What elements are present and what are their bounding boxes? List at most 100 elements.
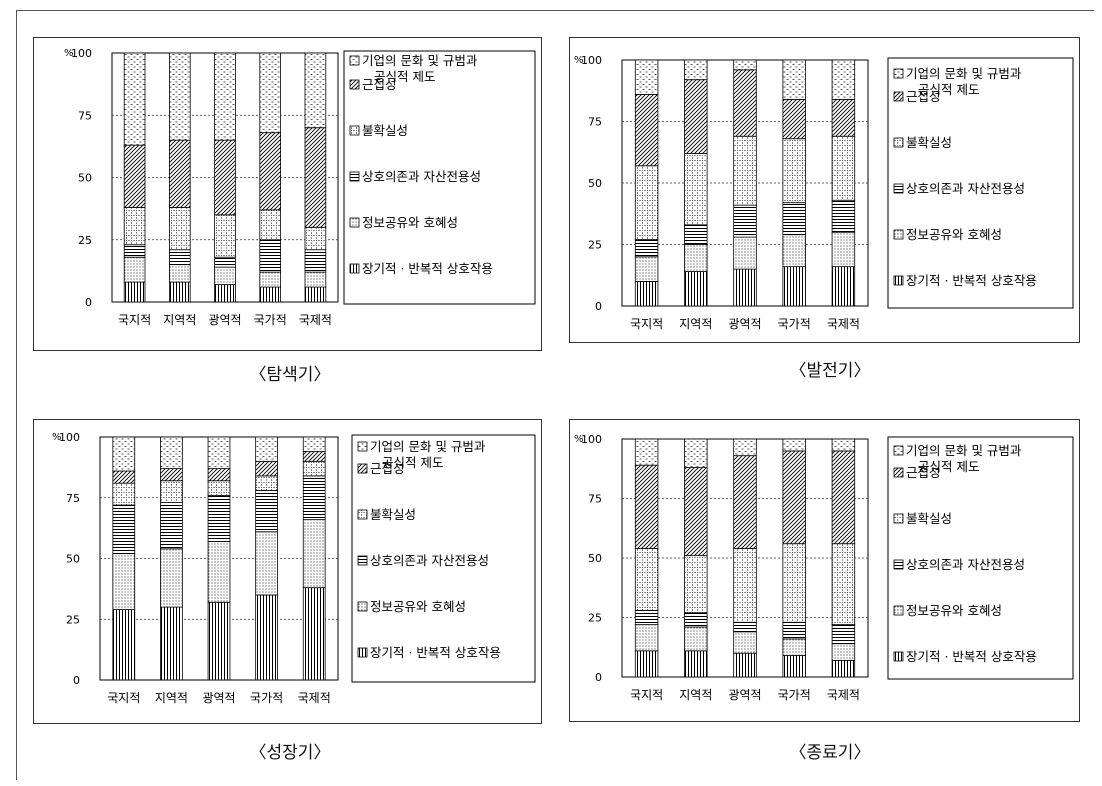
y-tick-label: 75 xyxy=(66,492,80,505)
bar-segment-interdependence xyxy=(256,490,278,531)
bar-segment-interdependence xyxy=(215,257,236,267)
bar-segment-culture-norms xyxy=(684,439,707,468)
bar-segment-info-sharing xyxy=(684,245,707,272)
legend-label-culture-norms-line1: 기업의 문화 및 규범과 xyxy=(370,439,486,454)
chart-caption-growth: 〈성장기〉 xyxy=(140,738,440,763)
bar-segment-interdependence xyxy=(260,240,281,272)
legend-swatch-proximity xyxy=(894,92,903,101)
bar-segment-long-term-interaction xyxy=(684,651,707,677)
legend-label-info-sharing: 정보공유와 호혜성 xyxy=(370,599,466,614)
legend-swatch-interdependence xyxy=(358,556,367,565)
bar-segment-culture-norms xyxy=(635,60,658,94)
bar-segment-info-sharing xyxy=(734,632,757,653)
x-tick-label: 지역적 xyxy=(679,688,712,702)
bar-segment-culture-norms xyxy=(303,437,325,452)
bar-segment-culture-norms xyxy=(113,437,135,471)
bar-segment-proximity xyxy=(113,471,135,483)
bar-segment-proximity xyxy=(635,94,658,165)
legend-swatch-info-sharing xyxy=(350,218,359,227)
x-tick-label: 광역적 xyxy=(208,313,241,327)
bar-segment-proximity xyxy=(208,469,230,481)
legend-label-interdependence: 상호의존과 자산전용성 xyxy=(370,553,489,568)
legend-label-proximity: 근접성 xyxy=(362,77,397,92)
legend-swatch-proximity xyxy=(350,80,359,89)
bar-segment-uncertainty xyxy=(684,556,707,613)
bar-segment-uncertainty xyxy=(635,166,658,240)
y-tick-label: 0 xyxy=(85,296,92,309)
bar-segment-culture-norms xyxy=(832,60,855,99)
legend-label-info-sharing: 정보공유와 호혜성 xyxy=(362,215,458,230)
bar-segment-info-sharing xyxy=(169,265,190,282)
bar-segment-interdependence xyxy=(124,245,145,257)
bar-segment-info-sharing xyxy=(256,532,278,595)
bar-segment-uncertainty xyxy=(832,544,855,625)
bar-segment-proximity xyxy=(734,70,757,136)
bar-segment-proximity xyxy=(260,133,281,210)
bar-segment-info-sharing xyxy=(305,272,326,287)
bar-segment-culture-norms xyxy=(734,439,757,456)
bar-segment-uncertainty xyxy=(635,548,658,610)
bar-segment-interdependence xyxy=(160,503,182,549)
bar-segment-info-sharing xyxy=(684,627,707,651)
x-tick-label: 국가적 xyxy=(778,317,811,331)
y-tick-label: 100 xyxy=(71,47,92,60)
bar-segment-long-term-interaction xyxy=(684,272,707,306)
legend-swatch-uncertainty xyxy=(894,138,903,147)
bar-segment-long-term-interaction xyxy=(832,267,855,306)
bar-segment-interdependence xyxy=(783,203,806,235)
bar-segment-proximity xyxy=(256,461,278,476)
bar-segment-culture-norms xyxy=(215,53,236,140)
y-unit-label: % xyxy=(52,432,62,443)
legend-swatch-uncertainty xyxy=(894,514,903,523)
x-tick-label: 지역적 xyxy=(679,317,712,331)
legend-swatch-interdependence xyxy=(350,172,359,181)
x-tick-label: 국가적 xyxy=(250,691,283,705)
chart-caption-exploration: 〈탐색기〉 xyxy=(140,360,440,385)
x-tick-label: 국지적 xyxy=(107,691,140,705)
y-tick-label: 25 xyxy=(588,612,602,625)
bar-segment-info-sharing xyxy=(832,232,855,266)
bar-segment-info-sharing xyxy=(215,267,236,284)
legend-label-uncertainty: 불확실성 xyxy=(362,123,408,138)
bar-segment-culture-norms xyxy=(635,439,658,465)
legend-swatch-culture-norms xyxy=(350,56,359,65)
bar-segment-interdependence xyxy=(734,205,757,237)
bar-segment-culture-norms xyxy=(160,437,182,469)
x-tick-label: 국제적 xyxy=(827,317,860,331)
bar-segment-long-term-interaction xyxy=(256,595,278,680)
bar-segment-info-sharing xyxy=(783,235,806,267)
x-tick-label: 국지적 xyxy=(630,317,663,331)
bar-segment-proximity xyxy=(124,145,145,207)
bar-segment-interdependence xyxy=(208,495,230,541)
bar-segment-long-term-interaction xyxy=(783,267,806,306)
y-tick-label: 100 xyxy=(581,54,602,67)
legend-swatch-long-term-interaction xyxy=(894,652,903,661)
bar-segment-interdependence xyxy=(169,250,190,265)
bar-segment-proximity xyxy=(832,99,855,136)
bar-segment-proximity xyxy=(160,469,182,481)
x-tick-label: 국가적 xyxy=(778,688,811,702)
bar-segment-culture-norms xyxy=(208,437,230,469)
bar-segment-info-sharing xyxy=(303,520,325,588)
legend-swatch-uncertainty xyxy=(358,510,367,519)
legend-swatch-interdependence xyxy=(894,560,903,569)
bar-segment-uncertainty xyxy=(260,210,281,240)
bar-segment-proximity xyxy=(305,128,326,228)
bar-segment-proximity xyxy=(303,452,325,462)
bar-segment-info-sharing xyxy=(160,549,182,607)
bar-segment-culture-norms xyxy=(305,53,326,128)
legend-label-uncertainty: 불확실성 xyxy=(906,135,952,150)
bar-segment-uncertainty xyxy=(684,153,707,224)
chart-svg: 0 25 50 75 100% 국지적 지역적 광역적 국가적 국제적 기업의 문화 및 규범과공식… xyxy=(34,38,541,350)
bar-segment-info-sharing xyxy=(635,625,658,651)
y-tick-label: 0 xyxy=(595,671,602,684)
bar-segment-long-term-interaction xyxy=(635,651,658,677)
legend-swatch-proximity xyxy=(894,468,903,477)
bar-segment-culture-norms xyxy=(783,60,806,99)
bar-segment-uncertainty xyxy=(160,481,182,503)
y-tick-label: 100 xyxy=(581,433,602,446)
bar-segment-long-term-interaction xyxy=(305,287,326,302)
legend-label-culture-norms-line1: 기업의 문화 및 규범과 xyxy=(362,53,478,68)
legend-swatch-info-sharing xyxy=(894,230,903,239)
y-tick-label: 25 xyxy=(78,234,92,247)
